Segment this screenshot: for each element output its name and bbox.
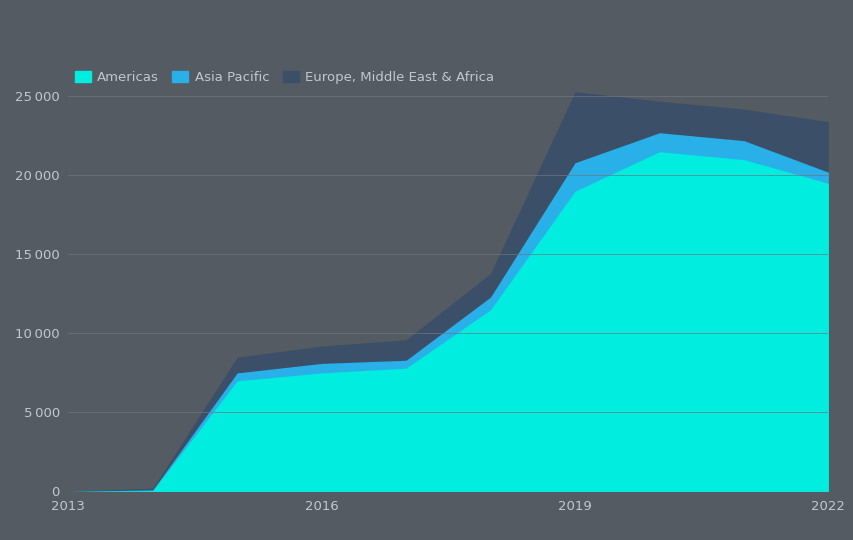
Legend: Americas, Asia Pacific, Europe, Middle East & Africa: Americas, Asia Pacific, Europe, Middle E… — [75, 71, 494, 84]
